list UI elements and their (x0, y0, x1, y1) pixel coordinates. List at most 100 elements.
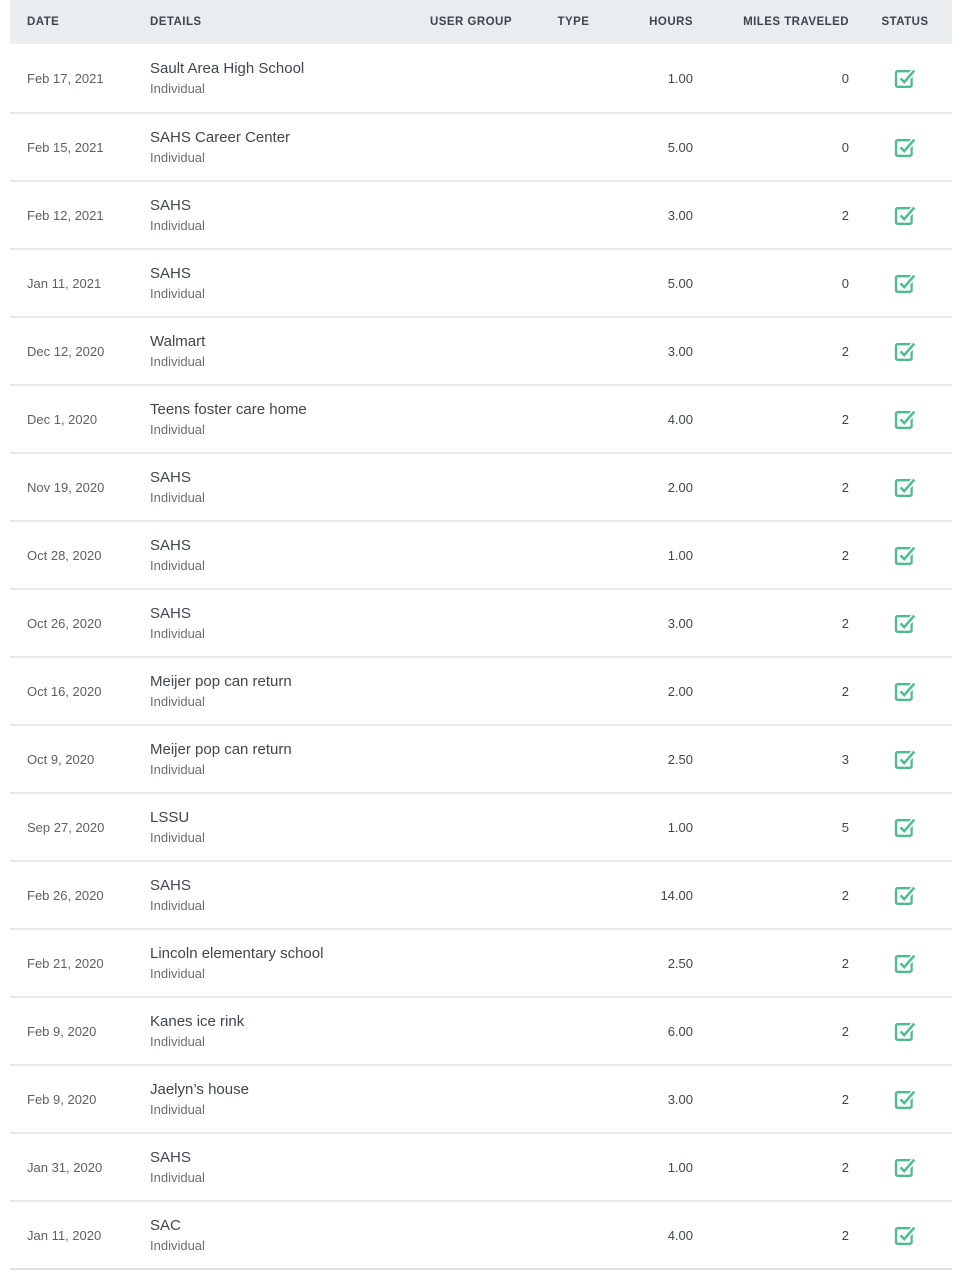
table-row[interactable]: Sep 27, 2020 LSSU Individual 1.00 5 (10, 792, 952, 860)
entry-hours: 2.00 (667, 479, 693, 495)
entry-status (858, 543, 952, 567)
entry-miles: 2 (841, 547, 849, 563)
table-row[interactable]: Oct 26, 2020 SAHS Individual 3.00 2 (10, 588, 952, 656)
entry-hours: 1.00 (667, 819, 693, 835)
entry-status (858, 883, 952, 907)
entry-status (858, 475, 952, 499)
entry-title: Lincoln elementary school (150, 944, 324, 962)
column-header-user-group: USER GROUP (430, 16, 512, 28)
checked-checkbox-icon (894, 67, 917, 88)
entry-hours: 3.00 (667, 615, 693, 631)
table-header-row: DATE DETAILS USER GROUP TYPE HOURS MILES… (10, 0, 952, 44)
table-row[interactable]: Jan 11, 2021 SAHS Individual 5.00 0 (10, 248, 952, 316)
table-row[interactable]: Nov 19, 2020 SAHS Individual 2.00 2 (10, 452, 952, 520)
entry-status (858, 611, 952, 635)
checked-checkbox-icon (894, 272, 917, 293)
table-body: Feb 17, 2021 Sault Area High School Indi… (10, 44, 952, 1268)
entry-subtitle: Individual (150, 421, 205, 437)
entry-status (858, 815, 952, 839)
table-row[interactable]: Oct 16, 2020 Meijer pop can return Indiv… (10, 656, 952, 724)
entry-date: Oct 26, 2020 (27, 615, 102, 631)
entry-details: Teens foster care home Individual (150, 399, 413, 440)
table-row[interactable]: Feb 21, 2020 Lincoln elementary school I… (10, 928, 952, 996)
entry-hours: 2.50 (667, 955, 693, 971)
entry-hours: 3.00 (667, 1091, 693, 1107)
entry-status (858, 1087, 952, 1111)
entry-miles: 0 (841, 139, 849, 155)
entry-subtitle: Individual (150, 80, 205, 96)
entry-details: Walmart Individual (150, 331, 413, 372)
entry-date: Oct 16, 2020 (27, 683, 102, 699)
checked-checkbox-icon (894, 204, 917, 225)
checked-checkbox-icon (894, 748, 917, 769)
table-row[interactable]: Dec 1, 2020 Teens foster care home Indiv… (10, 384, 952, 452)
entry-details: Meijer pop can return Individual (150, 739, 413, 780)
table-row[interactable]: Feb 15, 2021 SAHS Career Center Individu… (10, 112, 952, 180)
entry-title: SAHS (150, 1148, 191, 1166)
entry-status (858, 679, 952, 703)
entry-miles: 2 (841, 479, 849, 495)
entry-title: Meijer pop can return (150, 740, 292, 758)
entry-title: SAHS (150, 196, 191, 214)
entry-miles: 2 (841, 1023, 849, 1039)
entry-hours: 2.50 (667, 751, 693, 767)
entry-details: SAHS Individual (150, 195, 413, 236)
entry-hours: 2.00 (667, 683, 693, 699)
entry-status (858, 271, 952, 295)
checked-checkbox-icon (894, 952, 917, 973)
entry-hours: 4.00 (667, 411, 693, 427)
table-row[interactable]: Oct 28, 2020 SAHS Individual 1.00 2 (10, 520, 952, 588)
column-header-hours: HOURS (649, 16, 693, 28)
entry-miles: 2 (841, 1227, 849, 1243)
entry-title: SAHS (150, 264, 191, 282)
entry-details: SAHS Career Center Individual (150, 127, 413, 168)
entry-subtitle: Individual (150, 897, 205, 913)
entry-miles: 0 (841, 70, 849, 86)
entry-status (858, 951, 952, 975)
column-header-miles-traveled: MILES TRAVELED (743, 16, 849, 28)
checked-checkbox-icon (894, 1224, 917, 1245)
table-row[interactable]: Feb 12, 2021 SAHS Individual 3.00 2 (10, 180, 952, 248)
entry-subtitle: Individual (150, 489, 205, 505)
entry-date: Feb 12, 2021 (27, 207, 104, 223)
entry-details: Sault Area High School Individual (150, 58, 413, 99)
entry-details: SAHS Individual (150, 875, 413, 916)
entry-title: SAHS Career Center (150, 128, 291, 146)
table-row[interactable]: Feb 9, 2020 Jaelyn’s house Individual 3.… (10, 1064, 952, 1132)
table-row-partial (10, 1268, 952, 1280)
entry-date: Dec 1, 2020 (27, 411, 98, 427)
checked-checkbox-icon (894, 544, 917, 565)
entry-hours: 14.00 (660, 887, 693, 903)
entry-details: Lincoln elementary school Individual (150, 943, 413, 984)
checked-checkbox-icon (894, 1156, 917, 1177)
entry-details: SAHS Individual (150, 1147, 413, 1188)
checked-checkbox-icon (894, 408, 917, 429)
entry-subtitle: Individual (150, 965, 205, 981)
table-row[interactable]: Feb 9, 2020 Kanes ice rink Individual 6.… (10, 996, 952, 1064)
entry-title: LSSU (150, 808, 190, 826)
entry-details: SAHS Individual (150, 467, 413, 508)
entry-date: Jan 31, 2020 (27, 1159, 103, 1175)
entry-date: Feb 21, 2020 (27, 955, 104, 971)
table-row[interactable]: Jan 11, 2020 SAC Individual 4.00 2 (10, 1200, 952, 1268)
entry-details: Meijer pop can return Individual (150, 671, 413, 712)
checked-checkbox-icon (894, 1088, 917, 1109)
entry-subtitle: Individual (150, 761, 205, 777)
entry-subtitle: Individual (150, 1237, 205, 1253)
table-row[interactable]: Feb 26, 2020 SAHS Individual 14.00 2 (10, 860, 952, 928)
entry-miles: 5 (841, 819, 849, 835)
table-row[interactable]: Feb 17, 2021 Sault Area High School Indi… (10, 44, 952, 112)
entry-title: Walmart (150, 332, 206, 350)
entry-status (858, 747, 952, 771)
entry-date: Jan 11, 2020 (27, 1227, 102, 1243)
entry-title: SAC (150, 1216, 181, 1234)
table-row[interactable]: Jan 31, 2020 SAHS Individual 1.00 2 (10, 1132, 952, 1200)
table-row[interactable]: Dec 12, 2020 Walmart Individual 3.00 2 (10, 316, 952, 384)
table-row[interactable]: Oct 9, 2020 Meijer pop can return Indivi… (10, 724, 952, 792)
entry-date: Oct 28, 2020 (27, 547, 102, 563)
entry-status (858, 407, 952, 431)
entry-title: SAHS (150, 468, 191, 486)
checked-checkbox-icon (894, 884, 917, 905)
entry-status (858, 1155, 952, 1179)
entry-miles: 2 (841, 683, 849, 699)
